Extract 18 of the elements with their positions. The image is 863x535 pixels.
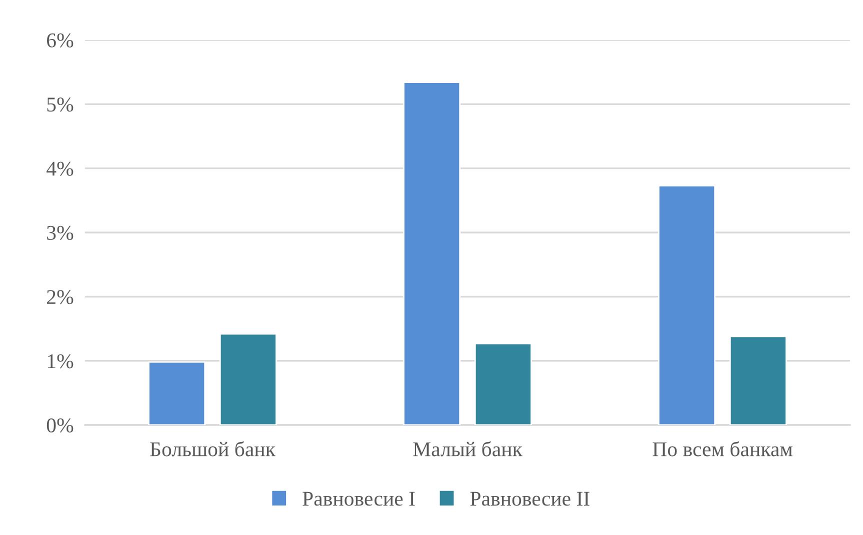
x-tick-label: По всем банкам: [652, 441, 792, 456]
y-tick-label: 4%: [46, 162, 74, 176]
x-tick-label: Большой банк: [150, 441, 276, 456]
bar: [474, 342, 532, 425]
y-tick-label: 0%: [46, 418, 74, 432]
y-tick-label: 2%: [47, 290, 74, 304]
y-tick-label: 6%: [47, 33, 74, 48]
y-tick-label: 5%: [47, 98, 74, 112]
y-tick-label: 3%: [47, 226, 74, 240]
bar: [658, 184, 716, 425]
bar: [219, 333, 277, 425]
bar: [148, 361, 206, 425]
y-tick-label: 1%: [48, 354, 74, 368]
legend-label: Равновесие II: [470, 492, 590, 506]
bar: [403, 82, 461, 425]
x-tick-label: Малый банк: [413, 441, 522, 456]
bar: [729, 336, 787, 425]
legend-label: Равновесие I: [302, 492, 415, 506]
